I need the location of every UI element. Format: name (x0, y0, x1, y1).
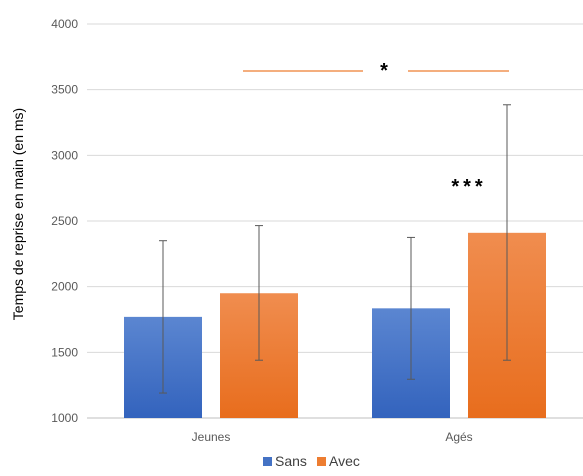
legend-label-sans: Sans (275, 453, 307, 469)
error-bars (159, 104, 511, 394)
y-tick-label: 4000 (51, 17, 78, 31)
y-tick-labels: 1000 1500 2000 2500 3000 3500 4000 (51, 17, 78, 425)
legend-label-avec: Avec (329, 453, 360, 469)
significance-marker-star: * (380, 60, 392, 82)
y-tick-label: 1000 (51, 411, 78, 425)
y-tick-label: 2500 (51, 214, 78, 228)
significance-marker-three-stars: *** (451, 176, 486, 198)
legend: Sans Avec (263, 453, 360, 469)
y-tick-label: 2000 (51, 280, 78, 294)
y-tick-label: 1500 (51, 345, 78, 359)
y-tick-label: 3000 (51, 148, 78, 162)
x-tick-labels: Jeunes Agés (192, 430, 473, 444)
legend-swatch-avec (317, 457, 326, 466)
bars (124, 232, 546, 418)
x-tick-label: Agés (445, 430, 472, 444)
x-tick-label: Jeunes (192, 430, 231, 444)
y-axis-title: Temps de reprise en main (en ms) (10, 108, 26, 320)
y-tick-label: 3500 (51, 83, 78, 97)
legend-swatch-sans (263, 457, 272, 466)
